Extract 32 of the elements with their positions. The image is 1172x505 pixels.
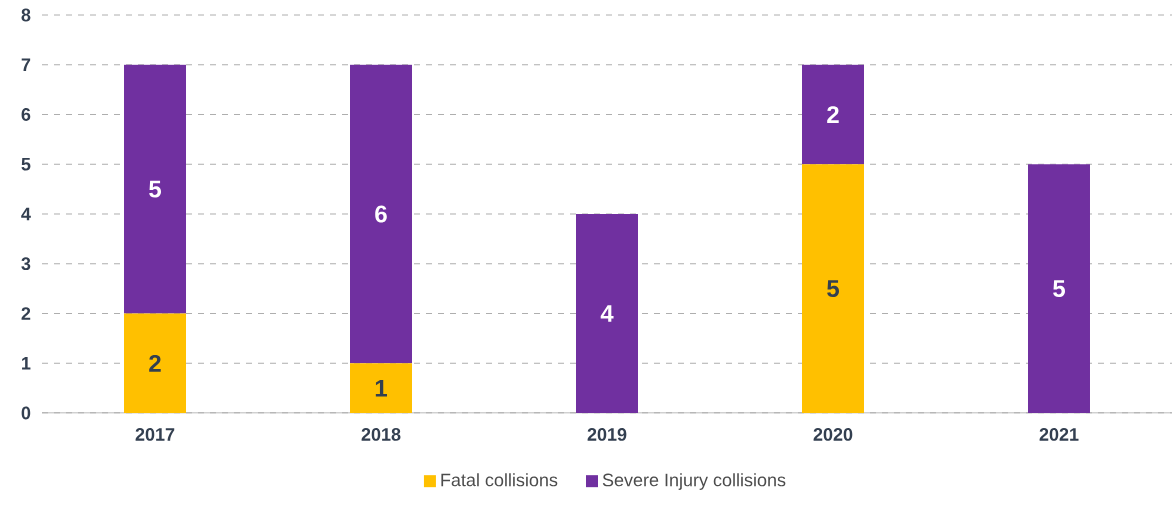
bar	[1028, 164, 1090, 413]
data-label: 5	[827, 280, 839, 297]
data-label: 6	[375, 205, 387, 223]
data-label: 5	[149, 180, 161, 198]
legend-label: Fatal collisions	[441, 473, 558, 487]
data-label: 2	[827, 106, 839, 123]
x-tick-label: 2020	[813, 428, 853, 441]
bar	[802, 164, 864, 413]
bar	[350, 363, 412, 413]
bar	[576, 214, 638, 413]
x-tick-label: 2017	[135, 428, 175, 441]
y-tick-label: 5	[21, 157, 31, 171]
y-tick-label: 8	[21, 8, 31, 22]
bar	[802, 64, 864, 165]
data-label: 1	[375, 379, 387, 397]
data-label: 4	[600, 305, 614, 322]
legend-label: Severe Injury collisions	[602, 473, 786, 490]
x-tick-label: 2019	[587, 428, 627, 441]
bar	[124, 313, 187, 413]
data-label: 5	[1053, 280, 1065, 297]
bar	[350, 64, 412, 364]
bar	[124, 64, 187, 314]
y-tick-label: 3	[21, 257, 31, 271]
x-tick-label: 2021	[1039, 428, 1079, 441]
y-tick-label: 2	[21, 307, 31, 320]
x-tick-label: 2018	[361, 428, 401, 441]
y-tick-label: 6	[21, 108, 31, 121]
data-label: 2	[149, 354, 161, 372]
y-tick-label: 0	[21, 406, 31, 420]
y-tick-label: 4	[21, 207, 31, 221]
y-tick-label: 7	[21, 58, 31, 71]
y-tick-label: 1	[22, 357, 31, 370]
